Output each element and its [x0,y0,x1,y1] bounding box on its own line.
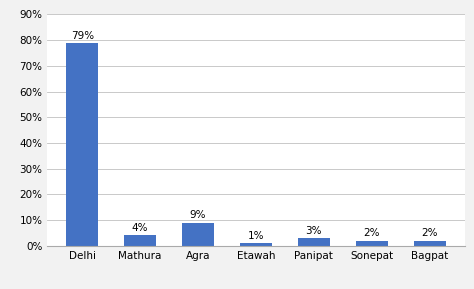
Bar [182,223,214,246]
Text: 2%: 2% [421,229,438,238]
Bar [356,240,388,246]
Text: 9%: 9% [190,210,206,221]
Text: 2%: 2% [364,229,380,238]
Text: 1%: 1% [248,231,264,241]
Text: 4%: 4% [132,223,148,233]
Text: 79%: 79% [71,31,94,41]
Bar [124,235,156,246]
Text: 3%: 3% [306,226,322,236]
Bar [414,240,446,246]
Bar [66,43,98,246]
Bar [240,243,272,246]
Bar [298,238,330,246]
